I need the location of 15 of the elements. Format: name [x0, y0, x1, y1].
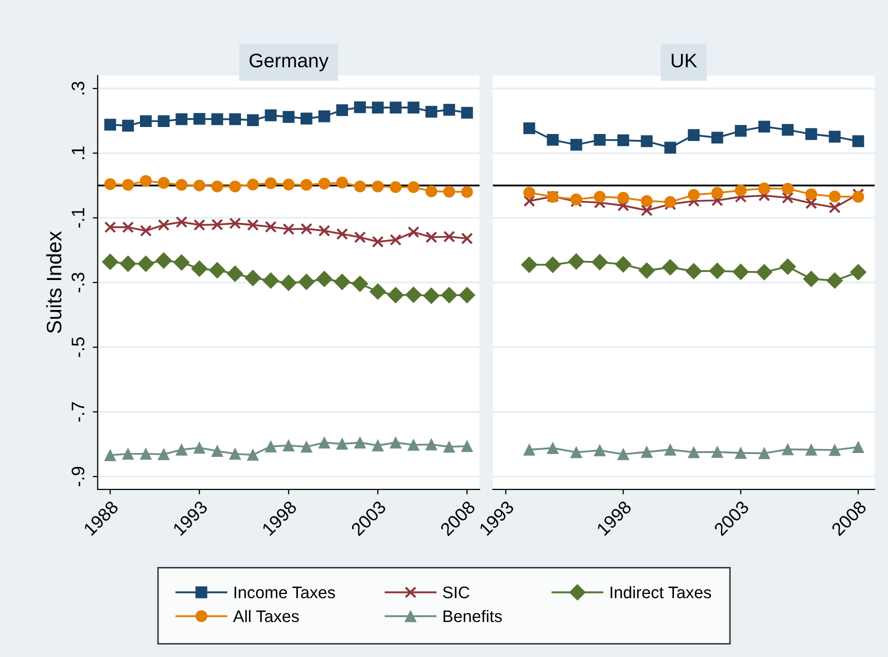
legend-label: Income Taxes: [234, 586, 335, 598]
y-axis-title: Suits Index: [46, 231, 62, 334]
chart-title: Germany: [250, 54, 329, 72]
legend-label: Indirect Taxes: [610, 586, 712, 598]
y-tick-label: -.3: [72, 272, 84, 292]
y-tick-label: -.5: [72, 337, 84, 357]
y-tick-label: .1: [72, 146, 84, 160]
chart-title: UK: [672, 54, 698, 68]
legend-label: SIC: [442, 586, 470, 598]
y-tick-label: -.9: [72, 466, 84, 486]
y-tick-label: -.1: [72, 208, 84, 228]
legend-label: Benefits: [444, 610, 502, 622]
y-tick-label: .3: [72, 82, 84, 94]
y-tick-label: -.7: [72, 402, 84, 422]
legend-label: All Taxes: [233, 610, 299, 622]
